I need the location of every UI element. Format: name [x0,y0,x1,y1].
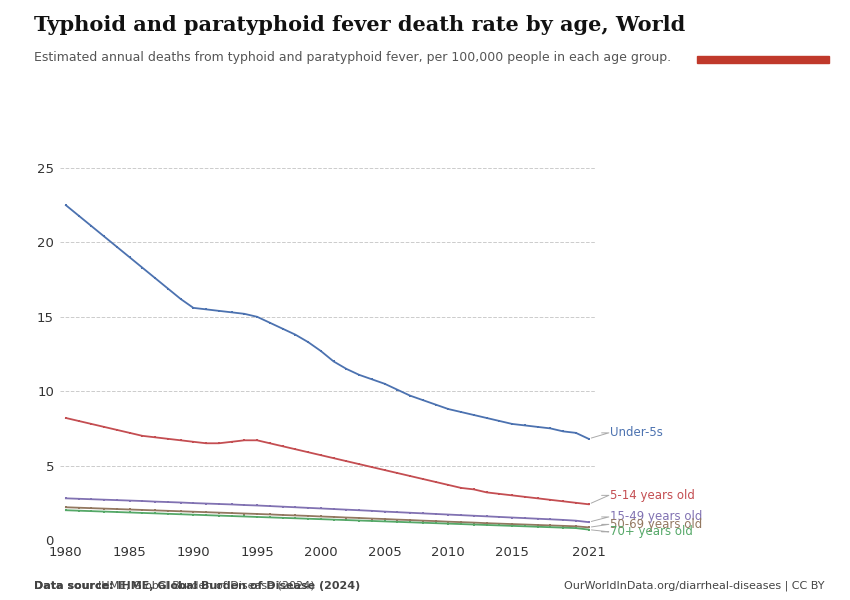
Text: 70+ years old: 70+ years old [610,526,693,538]
Text: IHME, Global Burden of Disease (2024): IHME, Global Burden of Disease (2024) [98,581,314,591]
Text: Typhoid and paratyphoid fever death rate by age, World: Typhoid and paratyphoid fever death rate… [34,15,685,35]
Text: Estimated annual deaths from typhoid and paratyphoid fever, per 100,000 people i: Estimated annual deaths from typhoid and… [34,51,672,64]
Text: 50-69 years old: 50-69 years old [610,518,703,531]
Text: 5-14 years old: 5-14 years old [610,489,695,502]
Text: Data source:: Data source: [34,581,117,591]
Text: Our World
in Data: Our World in Data [729,16,796,44]
Text: OurWorldInData.org/diarrheal-diseases | CC BY: OurWorldInData.org/diarrheal-diseases | … [564,581,824,591]
Text: Under-5s: Under-5s [610,427,663,439]
Bar [697,56,829,63]
Text: Data source: IHME, Global Burden of Disease (2024): Data source: IHME, Global Burden of Dise… [34,581,360,591]
Text: 15-49 years old: 15-49 years old [610,511,703,523]
